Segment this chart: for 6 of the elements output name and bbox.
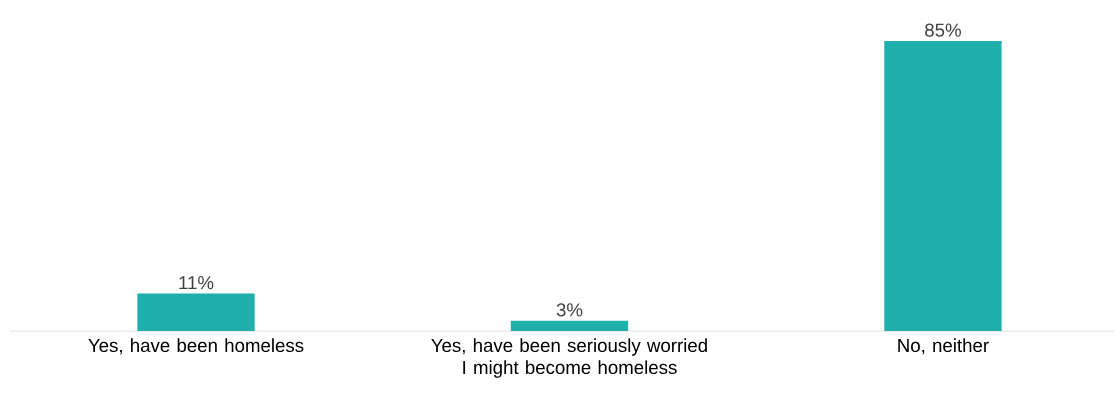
data-label: 11% [179,276,214,290]
x-tick-label: No, neither [898,338,989,355]
data-label: 85% [925,23,961,37]
data-label: 3% [556,303,583,317]
x-tick-label: Yes, have been homeless [88,338,304,355]
x-tick-label: Yes, have been seriously worried I might become homeless [431,338,707,378]
